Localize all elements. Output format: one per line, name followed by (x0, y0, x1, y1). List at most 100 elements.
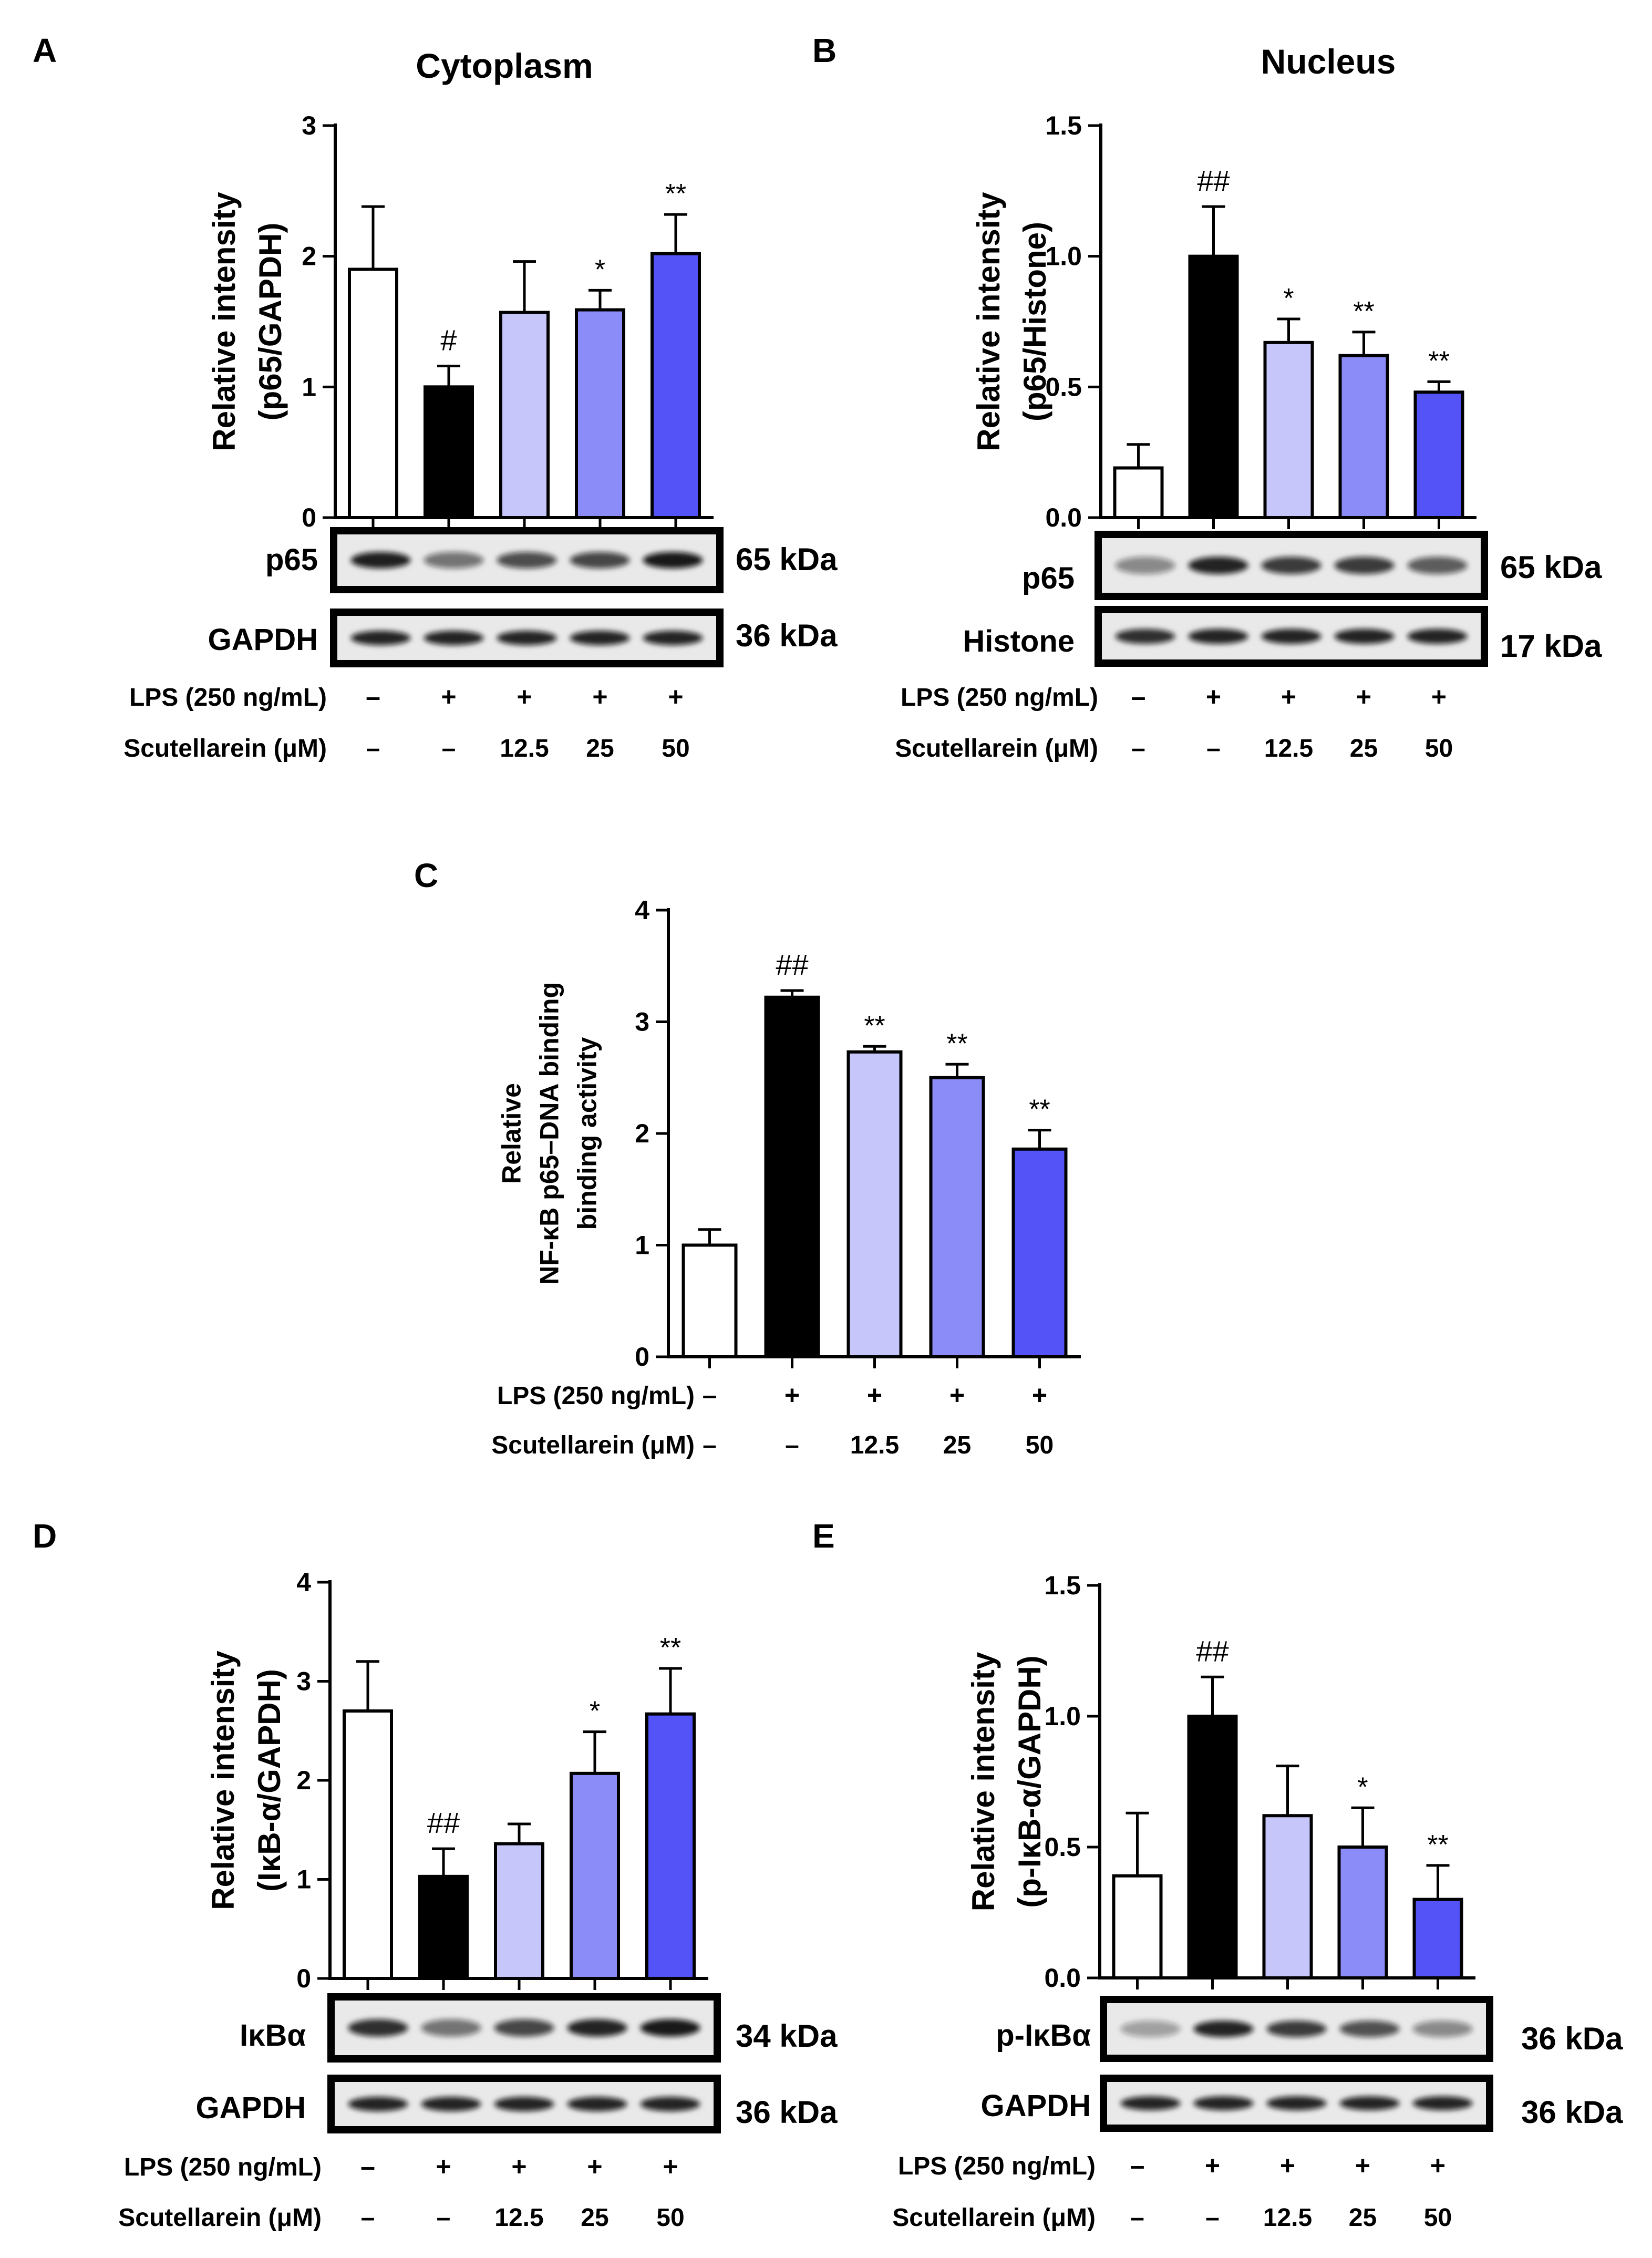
y-axis-label: Relative intensity (IκB-α/GAPDH) (205, 1651, 287, 1910)
panel-letter: C (414, 857, 438, 894)
blot-band (1193, 2020, 1254, 2037)
blot-band (1266, 2096, 1327, 2110)
bar (1337, 1845, 1388, 1979)
y-tick-label: 1.0 (1045, 242, 1082, 271)
scutellarein-dose: 25 (581, 2204, 608, 2232)
lps-sign: + (1205, 2151, 1220, 2180)
y-tick-label: 4 (296, 1568, 311, 1597)
blot-protein-label: p-IκBα (996, 2018, 1091, 2053)
scutellarein-dose: 25 (1349, 2204, 1377, 2232)
bar (494, 1842, 544, 1980)
lps-sign: + (867, 1380, 882, 1410)
chart-title: Nucleus (1261, 42, 1396, 81)
western-blot-0: IκBα 34 kDa (240, 1993, 838, 2063)
y-axis-label: Relative intensity (p65/Histone) (971, 192, 1052, 451)
bar (418, 1874, 469, 1980)
bar (846, 1050, 903, 1358)
scutellarein-dose: – (1206, 735, 1221, 762)
blot-band (494, 2097, 554, 2111)
scutellarein-dose: – (1130, 2204, 1144, 2232)
lps-sign: – (1131, 682, 1146, 712)
lps-sign: + (1431, 682, 1447, 712)
lps-row-label: LPS (250 ng/mL) (129, 684, 327, 712)
y-tick-label: 0.0 (1044, 1963, 1081, 1993)
blot-band (497, 552, 557, 569)
bar (424, 385, 474, 519)
blot-band (1120, 2020, 1181, 2037)
lps-sign: – (366, 682, 380, 712)
blot-kda-label: 65 kDa (736, 542, 838, 577)
western-blot-0: p65 65 kDa (265, 527, 838, 593)
significance-mark: * (595, 254, 605, 285)
significance-mark: ## (1197, 164, 1230, 197)
blot-band (350, 552, 411, 569)
y-axis-label-line: Relative (497, 1083, 526, 1184)
western-blot-1: Histone 17 kDa (963, 606, 1602, 667)
blot-band (1266, 2020, 1327, 2037)
blot-kda-label: 36 kDa (1521, 2021, 1623, 2056)
blot-protein-label: p65 (265, 543, 318, 577)
bar (1188, 254, 1239, 519)
blot-band (1334, 628, 1395, 644)
scutellarein-dose: 25 (586, 735, 614, 762)
western-blot-1: GAPDH 36 kDa (981, 2075, 1623, 2132)
blot-protein-label: GAPDH (208, 623, 318, 657)
panel-letter: A (33, 32, 57, 69)
blot-protein-label: p65 (1022, 561, 1075, 595)
scutellarein-row-label: Scutellarein (μM) (491, 1431, 695, 1459)
significance-mark: ** (1029, 1095, 1050, 1125)
scutellarein-dose: – (442, 735, 456, 762)
blot-kda-label: 36 kDa (736, 2095, 838, 2130)
bar (1338, 354, 1389, 519)
panel-c: C Relative NF-κB p65–DNA binding binding ac… (414, 857, 1081, 1459)
blot-band (567, 2097, 627, 2111)
scutellarein-dose: 25 (1350, 735, 1378, 762)
bar (645, 1712, 696, 1981)
scutellarein-dose: 50 (662, 735, 689, 762)
y-tick-label: 0.5 (1044, 1832, 1081, 1862)
blot-kda-label: 36 kDa (736, 618, 838, 653)
lps-sign: + (587, 2152, 602, 2181)
y-axis-label-line: (p-IκB-α/GAPDH) (1012, 1655, 1047, 1908)
blot-kda-label: 65 kDa (1500, 550, 1602, 585)
y-axis-label: Relative intensity (p65/GAPDH) (206, 192, 288, 451)
blot-band (494, 2019, 554, 2037)
significance-mark: ** (946, 1028, 967, 1059)
blot-band (640, 2097, 700, 2111)
blot-kda-label: 34 kDa (736, 2018, 838, 2054)
scutellarein-dose: – (366, 735, 380, 762)
lps-sign: + (784, 1380, 800, 1410)
blot-band (1261, 556, 1321, 574)
lps-sign: + (1032, 1380, 1047, 1410)
y-axis-label-line: binding activity (573, 1037, 602, 1230)
bar (570, 1771, 620, 1980)
y-tick-label: 2 (635, 1119, 649, 1148)
blot-band (350, 631, 411, 645)
y-tick-label: 3 (296, 1667, 311, 1696)
blot-band (348, 2097, 408, 2111)
blot-band (643, 631, 703, 645)
blot-band (1193, 2096, 1254, 2110)
scutellarein-dose: 50 (1424, 2204, 1452, 2232)
lps-sign: + (592, 682, 607, 712)
scutellarein-dose: – (361, 2204, 375, 2232)
y-tick-label: 1 (302, 372, 316, 401)
significance-mark: ** (1353, 296, 1374, 327)
blot-band (570, 631, 630, 645)
blot-band (1188, 556, 1248, 574)
blot-band (1407, 556, 1468, 574)
bar (682, 1243, 738, 1358)
lps-sign: + (668, 682, 683, 712)
bar (499, 311, 550, 519)
scutellarein-dose: 12.5 (850, 1431, 899, 1459)
scutellarein-dose: – (703, 1431, 717, 1459)
blot-protein-label: Histone (963, 624, 1075, 658)
y-tick-label: 0 (635, 1342, 649, 1372)
lps-sign: + (441, 682, 456, 712)
lps-sign: + (1355, 2151, 1370, 2180)
y-tick-label: 1 (635, 1231, 649, 1260)
western-blot-1: GAPDH 36 kDa (196, 2075, 838, 2133)
y-axis-label-line: Relative intensity (205, 1651, 241, 1910)
significance-mark: * (590, 1696, 600, 1727)
